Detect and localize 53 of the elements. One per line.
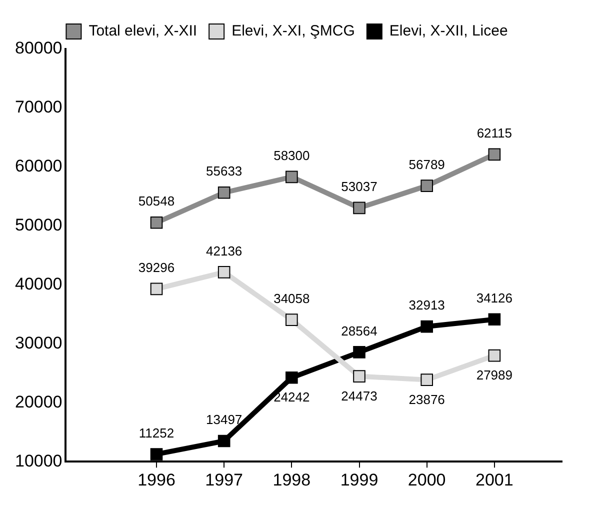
data-label: 53037	[341, 179, 378, 194]
point	[218, 266, 230, 278]
data-label: 50548	[138, 194, 175, 209]
data-label: 24473	[341, 388, 378, 404]
point	[353, 202, 366, 214]
data-label: 39296	[138, 260, 175, 275]
data-label: 24242	[274, 390, 310, 405]
point	[218, 434, 230, 448]
y-tick-label: 40000	[14, 274, 62, 294]
data-label: 56789	[408, 156, 445, 172]
legend-label: Elevi, X-XII, Licee	[389, 22, 508, 40]
point	[353, 346, 366, 358]
point	[218, 186, 230, 199]
data-label: 13497	[206, 412, 242, 428]
y-tick-label: 30000	[14, 333, 62, 352]
y-tick-label: 50000	[14, 216, 62, 235]
x-tick-label: 1998	[272, 470, 311, 490]
point	[286, 371, 298, 384]
point	[150, 216, 163, 229]
data-label: 62115	[476, 125, 512, 140]
point	[488, 148, 501, 161]
x-tick-label: 2001	[476, 470, 514, 490]
x-tick-label: 1996	[138, 470, 176, 490]
point	[150, 448, 163, 460]
point	[420, 180, 433, 192]
y-tick-label: 80000	[14, 38, 62, 58]
x-tick-label: 1997	[205, 470, 244, 490]
point	[353, 370, 366, 382]
data-label: 32913	[408, 298, 445, 313]
point	[286, 314, 298, 326]
point	[488, 349, 501, 362]
point	[488, 313, 501, 326]
data-label: 34126	[476, 290, 512, 306]
y-tick-label: 60000	[14, 156, 62, 176]
y-tick-label: 10000	[14, 451, 62, 470]
data-label: 28564	[341, 323, 378, 338]
point	[420, 374, 433, 386]
data-label: 27989	[476, 368, 512, 383]
x-tick-label: 1999	[340, 470, 378, 490]
data-label: 34058	[274, 290, 310, 306]
legend-label: Elevi, X-XI, ŞMCG	[232, 22, 355, 40]
point	[420, 320, 433, 333]
legend-label: Total elevi, X-XII	[88, 22, 198, 40]
data-label: 42136	[206, 243, 242, 258]
point	[286, 170, 298, 184]
y-tick-label: 20000	[14, 392, 62, 412]
data-label: 55633	[206, 164, 242, 179]
x-tick-label: 2000	[408, 470, 446, 490]
point	[150, 282, 163, 296]
y-tick-label: 70000	[14, 98, 62, 117]
data-label: 23876	[408, 392, 445, 407]
data-label: 11252	[138, 425, 174, 440]
data-label: 58300	[274, 148, 310, 163]
